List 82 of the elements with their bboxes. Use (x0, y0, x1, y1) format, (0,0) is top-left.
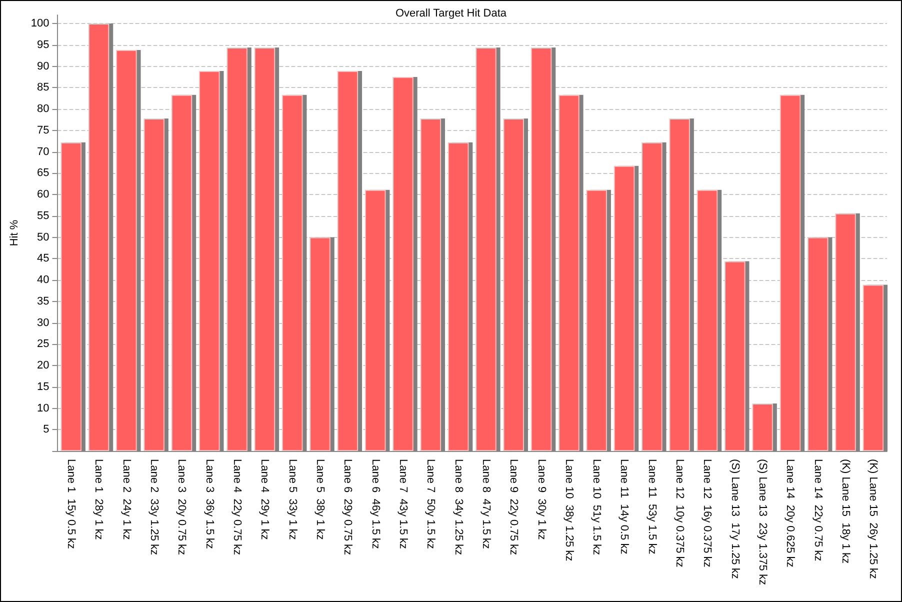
y-tick-label: 25 (37, 338, 50, 350)
bar (696, 190, 718, 451)
x-tick-label: Lane 2 33y 1.25 kz (148, 459, 160, 556)
bar (420, 118, 442, 451)
bar (226, 47, 248, 451)
x-tick-label: Lane 3 36y 1.5 kz (203, 459, 216, 549)
x-tick-label: Lane 3 20y 0.75 kz (176, 459, 188, 556)
bar (364, 190, 386, 451)
x-tick-label: Lane 2 24y 1 kz (120, 459, 132, 540)
x-tick-label: Lane 9 30y 1 kz (535, 459, 548, 540)
bar (254, 47, 276, 451)
x-tick-label: Lane 1 28y 1 kz (92, 459, 105, 540)
x-tick-label: Lane 10 51y 1.5 kz (590, 459, 603, 556)
x-tick-label: Lane 1 15y 0.5 kz (65, 459, 78, 549)
x-tick-label: (K) Lane 15 18y 1 kz (840, 459, 852, 564)
bar (807, 237, 828, 451)
x-tick-label: Lane 7 43y 1.5 kz (396, 459, 409, 549)
x-tick-label: Lane 11 14y 0.5 kz (618, 459, 630, 554)
x-tick-label: Lane 12 16y 0.375 kz (701, 459, 714, 568)
x-tick-label: Lane 14 22y 0.75 kz (812, 459, 824, 562)
bar (503, 118, 524, 451)
y-tick-label: 100 (30, 18, 50, 30)
bar (60, 142, 82, 451)
x-tick-label: Lane 4 29y 1 kz (258, 459, 271, 540)
bar (586, 190, 607, 451)
y-tick-label: 40 (37, 274, 50, 286)
y-tick-label: 75 (37, 124, 50, 136)
y-tick-label: 5 (43, 424, 50, 436)
y-tick-label: 10 (37, 402, 50, 414)
chart-title: Overall Target Hit Data (395, 8, 508, 20)
bar (88, 24, 110, 451)
bar (669, 118, 690, 451)
x-tick-label: Lane 8 47y 1.5 kz (480, 459, 492, 549)
bar (642, 142, 662, 451)
bar (116, 50, 137, 451)
y-tick-label: 85 (37, 82, 50, 94)
bar (310, 237, 330, 451)
x-tick-label: (S) Lane 13 17y 1.25 kz (728, 459, 741, 579)
x-tick-label: Lane 9 22y 0.75 kz (508, 459, 520, 556)
bar (780, 94, 801, 451)
bar (392, 76, 414, 451)
bar (614, 166, 635, 451)
x-tick-label: Lane 7 50y 1.5 kz (424, 459, 437, 549)
x-tick-label: Lane 6 29y 0.75 kz (342, 459, 354, 556)
y-tick-label: 65 (37, 167, 50, 180)
bar (337, 70, 358, 451)
bar (476, 47, 496, 451)
bar (171, 94, 192, 451)
x-tick-label: Lane 8 34y 1.25 kz (452, 459, 464, 556)
y-tick-label: 60 (37, 188, 50, 201)
bar (835, 213, 856, 451)
y-tick-label: 20 (37, 360, 50, 372)
y-tick-label: 30 (37, 316, 50, 329)
y-tick-label: 80 (37, 103, 50, 116)
bar (282, 94, 303, 451)
bar (199, 70, 220, 451)
x-tick-label: Lane 10 38y 1.25 kz (562, 459, 575, 562)
x-tick-label: Lane 14 20y 0.625 kz (784, 459, 796, 568)
bar (752, 404, 773, 451)
x-tick-label: Lane 11 53y 1.5 kz (646, 459, 658, 554)
y-tick-label: 55 (37, 210, 50, 222)
bar (724, 261, 746, 451)
bar (144, 118, 164, 451)
x-tick-label: Lane 6 46y 1.5 kz (369, 459, 382, 549)
y-tick-label: 95 (37, 38, 50, 51)
x-tick-label: (K) Lane 15 26y 1.25 kz (867, 459, 880, 579)
x-tick-label: (S) Lane 13 23y 1.375 kz (756, 459, 769, 585)
bar (530, 47, 552, 451)
x-tick-label: Lane 5 38y 1 kz (314, 459, 326, 540)
y-tick-label: 45 (37, 252, 50, 265)
y-tick-label: 50 (37, 231, 50, 244)
y-tick-label: 15 (37, 380, 50, 393)
x-tick-label: Lane 5 33y 1 kz (286, 459, 298, 540)
x-tick-label: Lane 4 22y 0.75 kz (231, 459, 244, 556)
y-tick-label: 90 (37, 60, 50, 72)
x-tick-label: Lane 12 10y 0.375 kz (674, 459, 686, 568)
y-axis-title: Hit % (8, 220, 20, 246)
bar (862, 284, 884, 451)
y-tick-label: 35 (37, 295, 50, 308)
bar (558, 94, 580, 451)
bar (448, 142, 469, 451)
y-tick-label: 70 (37, 146, 50, 158)
